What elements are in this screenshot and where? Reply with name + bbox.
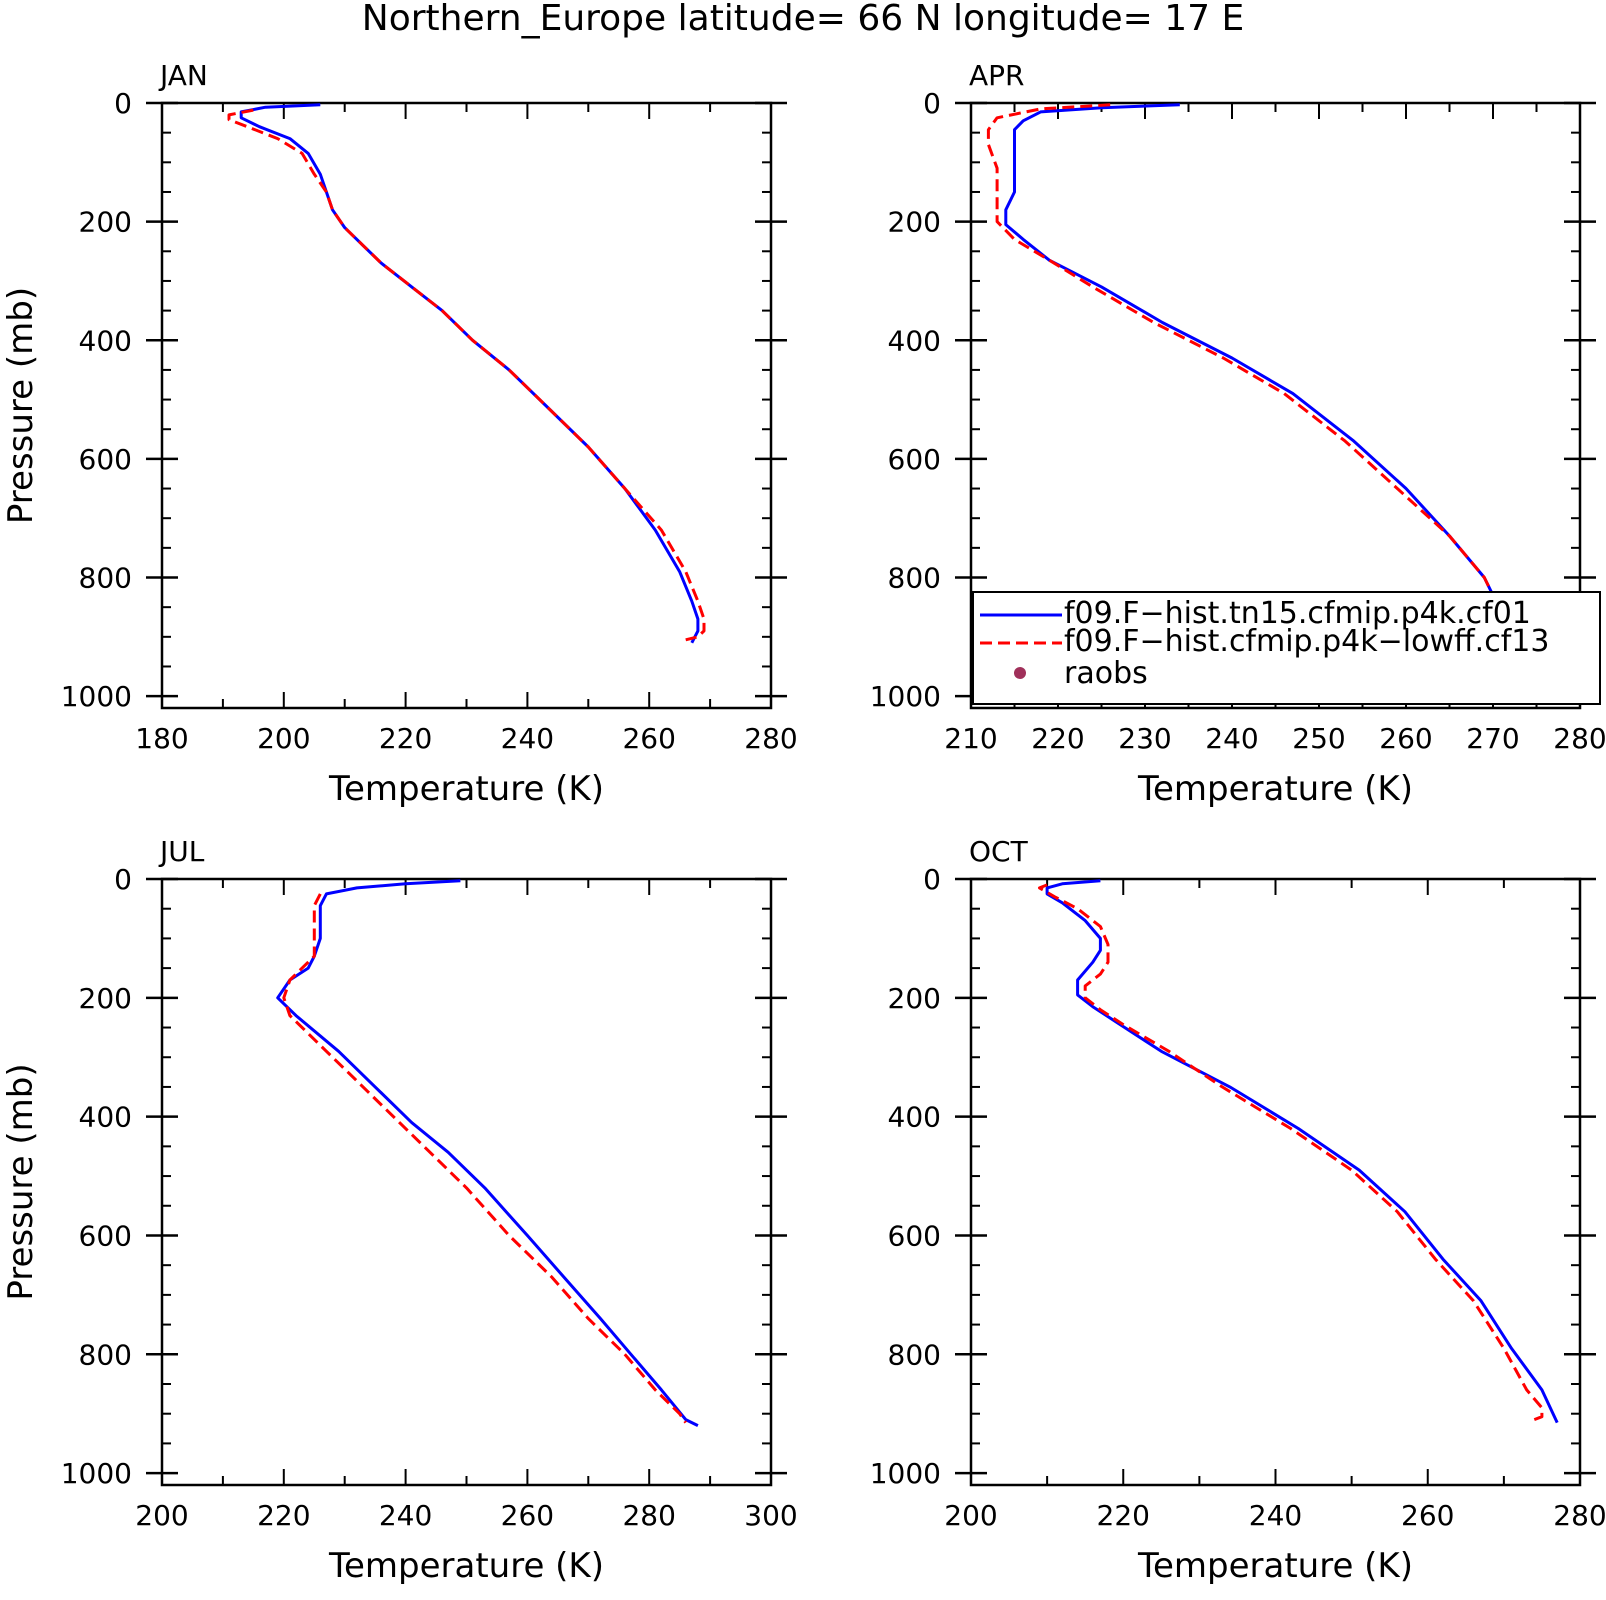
y-tick-label: 600 <box>79 443 132 476</box>
series-line-1 <box>276 879 699 1427</box>
x-tick-label: 280 <box>744 722 797 755</box>
y-axis-label: Pressure (mb) <box>1 287 41 524</box>
y-tick-label: 1000 <box>61 680 132 713</box>
x-axis-label: Temperature (K) <box>328 1546 604 1586</box>
x-tick-label: 300 <box>744 1499 797 1532</box>
y-tick-label: 400 <box>79 1101 132 1134</box>
panel-label: OCT <box>969 835 1029 868</box>
y-tick-label: 1000 <box>61 1457 132 1490</box>
legend-box <box>972 591 1601 705</box>
legend-entry: f09.F−hist.cfmip.p4k−lowff.cf13 <box>1064 624 1549 659</box>
x-tick-label: 280 <box>622 1499 675 1532</box>
plot-frame <box>969 877 1582 1487</box>
series-line-1 <box>1004 103 1521 650</box>
y-tick-label: 200 <box>888 206 941 239</box>
x-tick-label: 200 <box>944 1499 997 1532</box>
x-tick-label: 260 <box>1379 722 1432 755</box>
y-tick-label: 400 <box>888 324 941 357</box>
x-tick-label: 200 <box>257 722 310 755</box>
panel-label: APR <box>969 59 1025 92</box>
x-tick-label: 240 <box>1205 722 1258 755</box>
x-tick-label: 280 <box>1553 722 1606 755</box>
y-tick-label: 800 <box>79 562 132 595</box>
x-tick-label: 260 <box>501 1499 554 1532</box>
series-line-2 <box>986 103 1512 626</box>
y-tick-label: 600 <box>79 1219 132 1252</box>
x-tick-label: 260 <box>1401 1499 1454 1532</box>
y-tick-label: 200 <box>888 982 941 1015</box>
x-tick-label: 180 <box>135 722 188 755</box>
y-tick-label: 800 <box>888 1338 941 1371</box>
x-axis-label: Temperature (K) <box>1137 1546 1413 1586</box>
x-tick-label: 220 <box>1031 722 1084 755</box>
panel-label: JUL <box>158 835 205 868</box>
x-tick-label: 230 <box>1118 722 1171 755</box>
series-line-2 <box>1038 883 1544 1422</box>
legend-entry: raobs <box>1064 656 1148 691</box>
y-tick-label: 600 <box>888 1219 941 1252</box>
y-tick-label: 600 <box>888 443 941 476</box>
legend-raobs-marker <box>1014 667 1026 679</box>
y-tick-label: 400 <box>888 1101 941 1134</box>
series-line-1 <box>1045 879 1559 1424</box>
x-axis-label: Temperature (K) <box>1137 769 1413 809</box>
x-tick-label: 210 <box>944 722 997 755</box>
y-tick-label: 0 <box>114 863 132 896</box>
x-tick-label: 280 <box>1553 1499 1606 1532</box>
y-tick-label: 0 <box>923 87 941 120</box>
y-axis-label: Pressure (mb) <box>1 1063 41 1300</box>
y-tick-label: 1000 <box>870 1457 941 1490</box>
plot-frame <box>160 101 773 710</box>
series-line-1 <box>239 103 700 644</box>
legend: f09.F−hist.tn15.cfmip.p4k.cf01f09.F−hist… <box>972 591 1601 705</box>
y-tick-label: 800 <box>888 562 941 595</box>
x-tick-label: 270 <box>1466 722 1519 755</box>
y-tick-label: 200 <box>79 206 132 239</box>
series-line-2 <box>227 108 706 642</box>
legend-entry: f09.F−hist.tn15.cfmip.p4k.cf01 <box>1064 596 1531 631</box>
chart-panel-apr: 210 220 230 240 250 260 270 280 0 200 400 600 800 100… <box>870 59 1606 809</box>
figure-title: Northern_Europe latitude= 66 N longitude… <box>362 0 1244 39</box>
x-axis-label: Temperature (K) <box>328 769 604 809</box>
x-tick-label: 220 <box>257 1499 310 1532</box>
chart-panel-oct: 200 220 240 260 280 0 200 400 600 800 1000 OCT Tempe… <box>870 835 1606 1586</box>
series-line-2 <box>282 893 687 1424</box>
plot-frame <box>160 877 773 1487</box>
x-tick-label: 260 <box>622 722 675 755</box>
x-tick-label: 240 <box>501 722 554 755</box>
y-tick-label: 0 <box>114 87 132 120</box>
x-tick-label: 240 <box>379 1499 432 1532</box>
y-tick-label: 1000 <box>870 680 941 713</box>
x-tick-label: 200 <box>135 1499 188 1532</box>
x-tick-label: 220 <box>379 722 432 755</box>
chart-panel-jan: 180 200 220 240 260 280 0 200 400 600 800 1000 JAN Te… <box>1 59 798 809</box>
y-tick-label: 400 <box>79 324 132 357</box>
panel-label: JAN <box>158 59 208 92</box>
y-tick-label: 800 <box>79 1338 132 1371</box>
chart-panel-jul: 200 220 240 260 280 300 0 200 400 600 800 1000 JUL Te… <box>1 835 798 1586</box>
x-tick-label: 250 <box>1292 722 1345 755</box>
y-tick-label: 0 <box>923 863 941 896</box>
x-tick-label: 220 <box>1097 1499 1150 1532</box>
x-tick-label: 240 <box>1249 1499 1302 1532</box>
y-tick-label: 200 <box>79 982 132 1015</box>
